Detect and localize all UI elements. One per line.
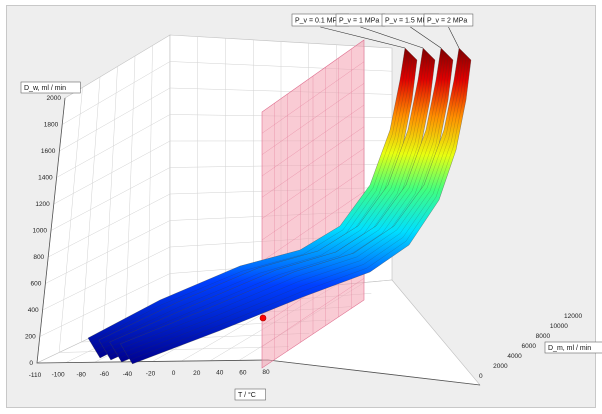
z-tick-label: 0 xyxy=(29,360,33,367)
z-tick-label: 1800 xyxy=(44,122,59,129)
y-axis-label-box xyxy=(544,341,602,354)
x-tick-label: -40 xyxy=(123,371,133,378)
series-label-1: P_v = 0.1 MPa xyxy=(291,13,406,49)
grid-line xyxy=(103,66,118,332)
z-tick-label: 800 xyxy=(33,254,44,261)
reference-marker xyxy=(259,314,267,322)
x-tick-label: 80 xyxy=(262,369,270,376)
y-tick-label: 12000 xyxy=(564,313,582,320)
z-tick-label: 1000 xyxy=(33,228,48,235)
x-tick-label: -80 xyxy=(76,371,86,378)
y-axis-label-text: D_m, ml / min xyxy=(548,345,591,352)
series-label-4: P_v = 2 MPa xyxy=(423,13,474,49)
series-label-text: P_v = 1 MPa xyxy=(339,18,379,25)
y-tick-label: 10000 xyxy=(550,323,568,330)
x-tick-label: 20 xyxy=(193,370,201,377)
series-label-box xyxy=(423,13,474,27)
grid-line xyxy=(147,45,153,311)
z-tick-label: 1400 xyxy=(38,175,53,182)
x-tick-label: -110 xyxy=(29,372,42,379)
series-label-text: P_v = 2 MPa xyxy=(427,18,467,25)
z-tick-label: 1600 xyxy=(41,148,56,155)
surface-mesh-line xyxy=(111,50,444,347)
z-tick-label: 400 xyxy=(28,307,39,314)
y-tick-label: 0 xyxy=(479,373,483,380)
axis-labels: D_w, ml / min T / °C D_m, ml / min xyxy=(20,81,602,401)
z-tick-label: 600 xyxy=(31,281,42,288)
x-tick-label: 0 xyxy=(172,370,176,377)
series-leader-line xyxy=(360,26,424,49)
surface-mesh-line xyxy=(122,50,462,349)
grid-line xyxy=(81,76,101,343)
y-axis-label: D_m, ml / min xyxy=(544,341,602,354)
series-leader-line xyxy=(320,26,406,49)
axis-edge xyxy=(36,97,481,386)
y-tick-label: 2000 xyxy=(493,363,508,370)
z-axis-label: D_w, ml / min xyxy=(20,81,81,94)
x-axis-label-text: T / °C xyxy=(238,391,256,399)
series-leader-line xyxy=(448,26,460,49)
x-tick-label: -20 xyxy=(146,371,156,378)
series-label-text: P_v = 0.1 MPa xyxy=(295,18,341,25)
series-leader-line xyxy=(410,26,442,49)
z-tick-label: 2000 xyxy=(47,95,62,102)
surface-mesh-line xyxy=(129,57,469,361)
surfaces xyxy=(87,47,472,365)
y-tick-label: 8000 xyxy=(536,333,551,340)
y-tick-label: 6000 xyxy=(522,343,537,350)
series-label-text: P_v = 1.5 MPa xyxy=(385,18,431,25)
surface-mesh-line xyxy=(101,50,426,345)
x-tick-label: -60 xyxy=(100,371,110,378)
x-tick-label: 40 xyxy=(216,370,224,377)
reference-point xyxy=(259,314,267,322)
x-axis-label: T / °C xyxy=(234,388,266,401)
y-tick-label: 4000 xyxy=(507,353,522,360)
z-tick-label: 200 xyxy=(25,334,36,341)
tick-labels: 0200400600800100012001400160018002000-11… xyxy=(25,95,583,380)
surface-mesh-line xyxy=(90,50,408,343)
grid-line xyxy=(125,55,136,322)
grid-line xyxy=(58,87,83,353)
z-axis-label-box xyxy=(20,81,81,94)
x-tick-label: -100 xyxy=(52,372,65,379)
x-tick-label: 60 xyxy=(239,369,247,376)
z-tick-label: 1200 xyxy=(35,201,50,208)
surface-4 xyxy=(120,47,472,365)
x-axis-label-box xyxy=(234,388,266,401)
z-axis-label-text: D_w, ml / min xyxy=(24,85,66,92)
surface-mesh-line xyxy=(127,55,467,357)
series-label-2: P_v = 1 MPa xyxy=(335,13,424,49)
surface-mesh-line xyxy=(125,52,464,353)
